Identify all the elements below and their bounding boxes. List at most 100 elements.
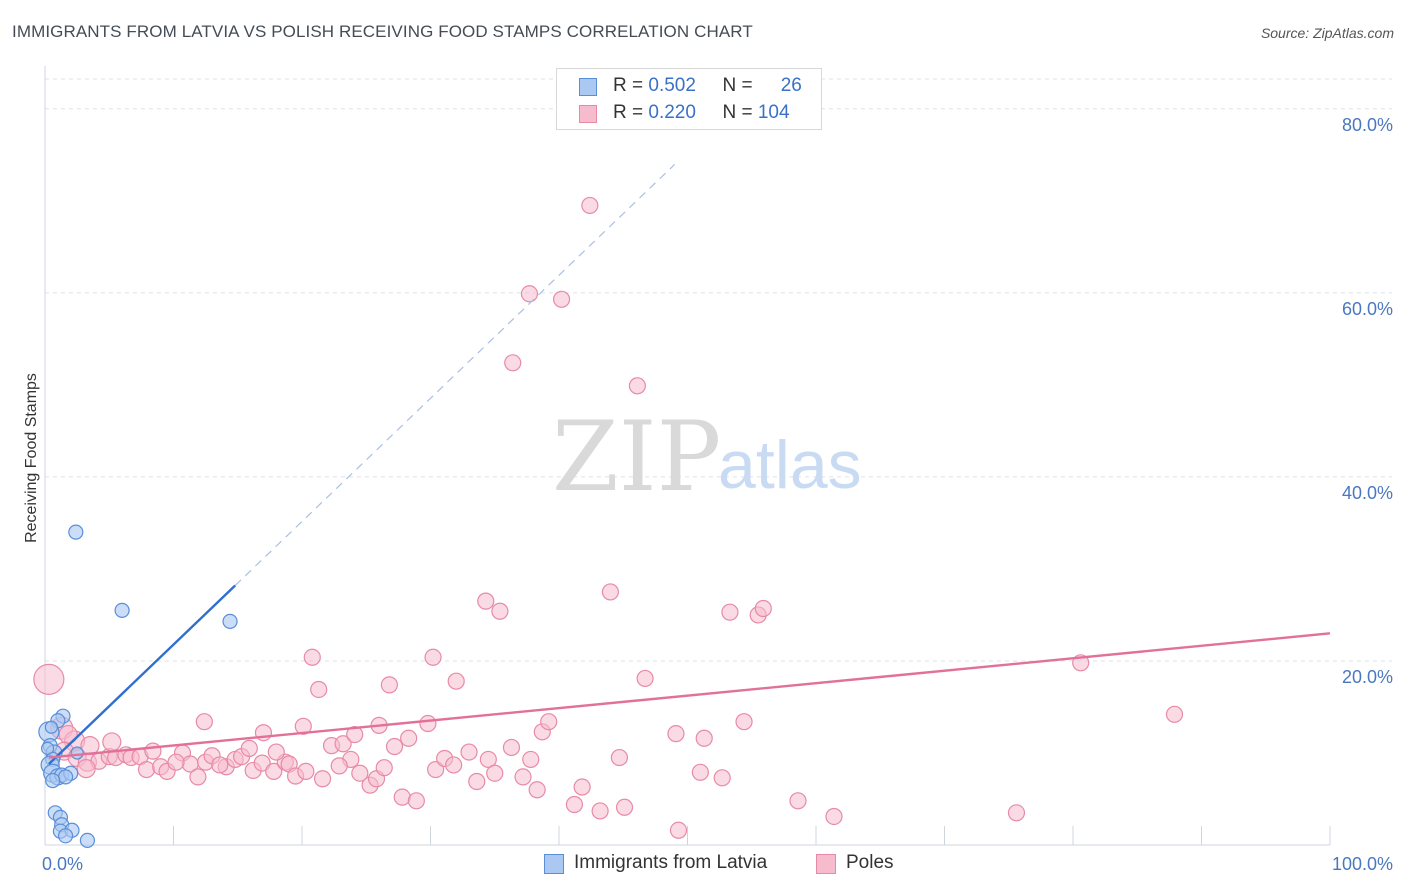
point-poles: [211, 756, 229, 774]
y-tick-label: 80.0%: [1342, 115, 1393, 135]
point-poles: [695, 729, 713, 747]
point-poles: [628, 377, 646, 395]
series-latvia-points: [38, 524, 238, 848]
point-poles: [1165, 705, 1184, 723]
legend: R = 0.502 N = 26 R = 0.220 N = 104: [556, 68, 822, 130]
point-poles: [502, 738, 521, 757]
point-poles: [167, 753, 185, 771]
point-poles: [504, 354, 522, 372]
point-poles: [520, 285, 539, 303]
point-poles: [102, 732, 122, 752]
point-poles: [591, 802, 609, 820]
x-tick-label: 100.0%: [1332, 854, 1393, 874]
point-poles: [540, 713, 558, 731]
trend-line-latvia-extension: [234, 163, 676, 586]
bottom-legend-swatch-poles: [816, 854, 836, 874]
point-poles: [468, 772, 486, 791]
point-poles: [610, 748, 628, 767]
point-poles: [424, 648, 442, 666]
point-poles: [240, 739, 258, 757]
point-poles: [754, 599, 772, 618]
axes: [44, 66, 1331, 846]
point-latvia: [44, 720, 59, 734]
y-tick-label: 60.0%: [1342, 299, 1393, 319]
x-tick-labels: 0.0% 100.0%: [42, 854, 1393, 874]
y-tick-label: 20.0%: [1342, 667, 1393, 687]
point-latvia: [79, 832, 96, 848]
point-poles: [195, 713, 213, 731]
point-latvia: [45, 772, 61, 789]
point-poles: [565, 795, 584, 814]
point-poles: [573, 778, 591, 796]
point-poles: [393, 788, 411, 806]
point-poles: [479, 750, 497, 769]
y-tick-label: 40.0%: [1342, 483, 1393, 503]
y-axis-label: Receiving Food Stamps: [23, 373, 40, 543]
point-poles: [380, 676, 398, 694]
point-poles: [789, 792, 807, 810]
chart-title: IMMIGRANTS FROM LATVIA VS POLISH RECEIVI…: [12, 22, 753, 41]
legend-n-value-poles: 104: [757, 102, 790, 123]
point-poles: [691, 763, 709, 781]
point-poles: [294, 717, 312, 735]
watermark: ZIP atlas: [552, 401, 862, 513]
watermark-atlas: atlas: [718, 427, 862, 503]
x-tick-label: 0.0%: [42, 854, 83, 874]
legend-n-label: N =: [722, 75, 758, 96]
point-poles: [581, 196, 599, 215]
point-poles: [460, 743, 478, 761]
point-poles: [330, 757, 348, 775]
point-latvia: [40, 741, 55, 755]
point-poles: [334, 735, 352, 753]
legend-n-value-latvia: 26: [780, 75, 802, 96]
point-poles: [713, 769, 731, 787]
point-poles: [265, 762, 283, 780]
point-poles: [735, 713, 753, 731]
point-poles: [385, 737, 404, 756]
point-poles: [491, 602, 509, 620]
bottom-legend-label-poles: Poles: [846, 852, 894, 873]
point-poles: [375, 759, 393, 777]
point-poles: [669, 821, 688, 839]
point-latvia: [57, 828, 74, 844]
point-poles: [522, 750, 540, 769]
point-poles: [137, 760, 156, 779]
point-poles: [346, 725, 364, 744]
point-poles: [445, 756, 463, 774]
point-poles: [189, 768, 207, 786]
point-poles: [253, 754, 271, 772]
point-poles: [1007, 804, 1026, 822]
point-poles: [552, 290, 571, 308]
legend-r-label: R =: [613, 102, 649, 123]
point-poles: [477, 592, 495, 610]
point-poles: [528, 781, 546, 799]
point-poles: [310, 680, 328, 699]
point-poles: [400, 729, 418, 747]
source-credit: Source: ZipAtlas.com: [1260, 25, 1394, 41]
point-latvia: [57, 769, 74, 785]
point-latvia: [70, 746, 84, 760]
point-poles: [76, 759, 96, 779]
point-poles: [447, 672, 465, 690]
point-poles: [486, 764, 504, 782]
point-poles: [351, 764, 369, 782]
point-latvia: [222, 613, 238, 629]
point-poles: [267, 743, 285, 761]
point-poles: [33, 663, 65, 695]
point-latvia: [68, 524, 84, 540]
point-poles: [427, 760, 445, 779]
point-poles: [419, 714, 437, 733]
y-tick-labels: 20.0% 40.0% 60.0% 80.0%: [1342, 115, 1393, 687]
legend-swatch-latvia: [579, 78, 597, 96]
point-poles: [601, 583, 620, 601]
point-poles: [721, 603, 739, 621]
point-latvia: [114, 602, 130, 618]
point-poles: [407, 792, 425, 810]
legend-r-value-poles: 0.220: [648, 102, 696, 123]
point-poles: [667, 725, 685, 743]
watermark-zip: ZIP: [552, 401, 721, 513]
point-poles: [144, 742, 162, 760]
legend-r-value-latvia: 0.502: [648, 75, 696, 96]
point-poles: [615, 798, 634, 816]
